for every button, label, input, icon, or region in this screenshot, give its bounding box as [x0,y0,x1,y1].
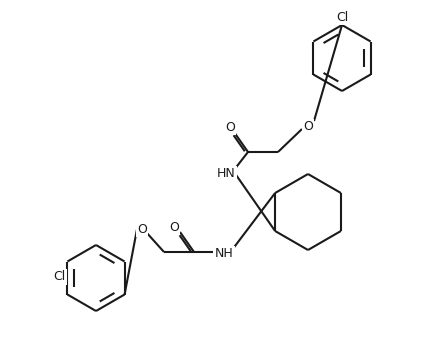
Text: O: O [169,221,179,234]
Text: Cl: Cl [53,271,66,283]
Text: HN: HN [217,167,235,180]
Text: Cl: Cl [336,11,348,24]
Text: O: O [225,121,235,134]
Text: O: O [137,223,147,236]
Text: O: O [303,120,313,133]
Text: NH: NH [215,247,233,260]
